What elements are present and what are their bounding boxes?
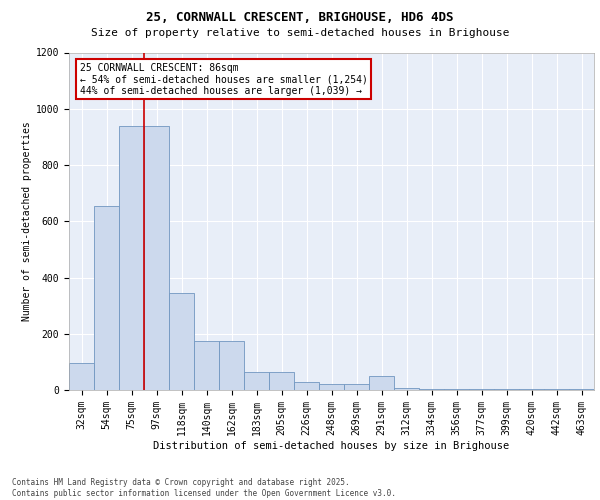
Bar bbox=[69, 362, 94, 390]
Bar bbox=[394, 388, 419, 390]
Bar bbox=[269, 372, 294, 390]
Bar bbox=[219, 341, 244, 390]
Bar bbox=[244, 372, 269, 390]
Text: Size of property relative to semi-detached houses in Brighouse: Size of property relative to semi-detach… bbox=[91, 28, 509, 38]
Text: 25, CORNWALL CRESCENT, BRIGHOUSE, HD6 4DS: 25, CORNWALL CRESCENT, BRIGHOUSE, HD6 4D… bbox=[146, 11, 454, 24]
Text: 25 CORNWALL CRESCENT: 86sqm
← 54% of semi-detached houses are smaller (1,254)
44: 25 CORNWALL CRESCENT: 86sqm ← 54% of sem… bbox=[79, 62, 367, 96]
Bar bbox=[344, 384, 369, 390]
Bar bbox=[319, 384, 344, 390]
Bar bbox=[294, 382, 319, 390]
Bar bbox=[469, 389, 494, 390]
Bar bbox=[369, 376, 394, 390]
Bar bbox=[144, 126, 169, 390]
Bar bbox=[194, 341, 219, 390]
Bar bbox=[444, 389, 469, 390]
Bar bbox=[519, 389, 544, 390]
Bar bbox=[169, 293, 194, 390]
Bar bbox=[419, 388, 444, 390]
Bar bbox=[119, 126, 144, 390]
Bar bbox=[494, 389, 519, 390]
Bar bbox=[94, 206, 119, 390]
Text: Contains HM Land Registry data © Crown copyright and database right 2025.
Contai: Contains HM Land Registry data © Crown c… bbox=[12, 478, 396, 498]
Y-axis label: Number of semi-detached properties: Number of semi-detached properties bbox=[22, 122, 32, 321]
X-axis label: Distribution of semi-detached houses by size in Brighouse: Distribution of semi-detached houses by … bbox=[154, 440, 509, 450]
